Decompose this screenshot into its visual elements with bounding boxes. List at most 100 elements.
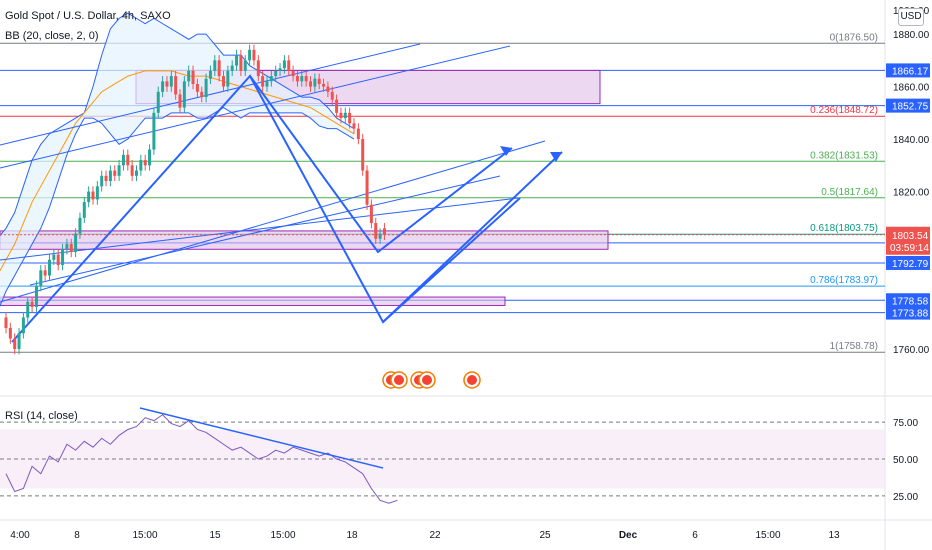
- candle: [335, 99, 339, 113]
- price-tick-label: 1840.00: [893, 135, 930, 146]
- candle: [52, 254, 56, 260]
- candle: [178, 94, 182, 108]
- time-tick-label: 8: [74, 530, 80, 541]
- candle: [326, 86, 330, 92]
- fib-level-label: 0.5(1817.64): [821, 187, 878, 198]
- time-tick-label: 22: [429, 530, 441, 541]
- candle: [100, 175, 104, 187]
- candle: [8, 328, 12, 339]
- candle: [165, 81, 169, 87]
- time-tick-label: 15: [209, 530, 221, 541]
- candle: [248, 49, 252, 61]
- candle: [208, 70, 212, 79]
- candle: [361, 139, 365, 171]
- candle: [135, 170, 138, 176]
- candle: [313, 78, 317, 87]
- trend-line: [0, 197, 519, 261]
- candle: [43, 270, 47, 276]
- candle: [282, 60, 286, 69]
- price-tick-label: 1820.00: [893, 188, 930, 199]
- candle: [239, 55, 243, 71]
- candle: [13, 338, 17, 350]
- time-tick-label: 13: [828, 530, 840, 541]
- candle: [61, 249, 65, 266]
- candle: [187, 70, 191, 82]
- rsi-tick-label: 50.00: [893, 455, 918, 466]
- projection-path: [382, 151, 563, 323]
- time-tick-label: 4:00: [10, 530, 30, 541]
- candle: [256, 60, 260, 77]
- candle: [295, 76, 299, 82]
- price-tick-label: 1860.00: [893, 83, 930, 94]
- candle: [117, 165, 121, 176]
- fib-level-label: 1(1758.78): [830, 341, 878, 352]
- candle: [322, 83, 326, 87]
- candle: [69, 244, 73, 252]
- fib-level-label: 0.236(1848.72): [810, 105, 878, 116]
- arrow-head: [500, 146, 512, 156]
- candle: [274, 70, 278, 77]
- fib-level-label: 0(1876.50): [830, 32, 878, 43]
- price-level-tag-label: 1773.88: [892, 309, 929, 320]
- candle: [230, 65, 234, 71]
- price-level-tag: [886, 63, 930, 78]
- candle: [378, 233, 382, 239]
- time-tick-label: 15:00: [270, 530, 295, 541]
- candle: [108, 170, 112, 182]
- arrow-head: [550, 152, 562, 162]
- candle: [143, 160, 147, 166]
- candle: [82, 202, 86, 218]
- rsi-tick-label: 25.00: [893, 492, 918, 503]
- fib-level-label: 0.618(1803.75): [810, 223, 878, 234]
- candle: [87, 191, 91, 203]
- candle: [182, 81, 186, 108]
- candle: [352, 123, 356, 129]
- candle: [243, 60, 247, 71]
- candle: [191, 70, 195, 84]
- candle: [4, 317, 8, 329]
- time-tick-label: 15:00: [755, 530, 780, 541]
- projection-path: [249, 75, 513, 254]
- candle: [369, 204, 373, 224]
- supply-demand-zone: [0, 230, 609, 250]
- candle: [339, 112, 343, 119]
- candle: [200, 91, 204, 98]
- price-tick-label: 1880.00: [893, 30, 930, 41]
- candle: [343, 112, 347, 119]
- candle: [113, 170, 117, 176]
- projection-path: [11, 74, 521, 343]
- supply-demand-zone: [0, 296, 506, 306]
- candle: [104, 175, 108, 182]
- candle: [269, 76, 273, 82]
- price-level-tag-label: 1866.17: [892, 66, 929, 77]
- currency-button[interactable]: USD: [898, 8, 924, 26]
- time-tick-label: 18: [346, 530, 358, 541]
- flag-icon: [467, 375, 477, 385]
- trend-line: [29, 175, 501, 286]
- candle: [139, 160, 143, 171]
- candle: [30, 301, 34, 308]
- candle: [152, 112, 156, 150]
- trend-line: [0, 45, 511, 169]
- rsi-trend-line: [139, 407, 384, 469]
- candle: [291, 70, 295, 77]
- candle: [261, 76, 265, 87]
- bb-basis-line: [0, 70, 355, 272]
- candle: [222, 76, 225, 87]
- current-price-label: 1803.54: [892, 231, 929, 242]
- candle: [74, 233, 78, 252]
- price-level-tag: [886, 305, 930, 320]
- candle: [174, 76, 178, 95]
- candle: [21, 317, 25, 334]
- candle: [91, 191, 95, 200]
- price-level-tag: [886, 293, 930, 308]
- price-level-tag: [886, 98, 930, 113]
- candle: [78, 217, 82, 234]
- candle: [130, 165, 134, 176]
- candle: [17, 333, 21, 350]
- flag-icon: [422, 375, 432, 385]
- time-tick-label: 6: [692, 530, 698, 541]
- candle: [317, 78, 321, 84]
- price-countdown-label: 03:59:14: [890, 243, 929, 254]
